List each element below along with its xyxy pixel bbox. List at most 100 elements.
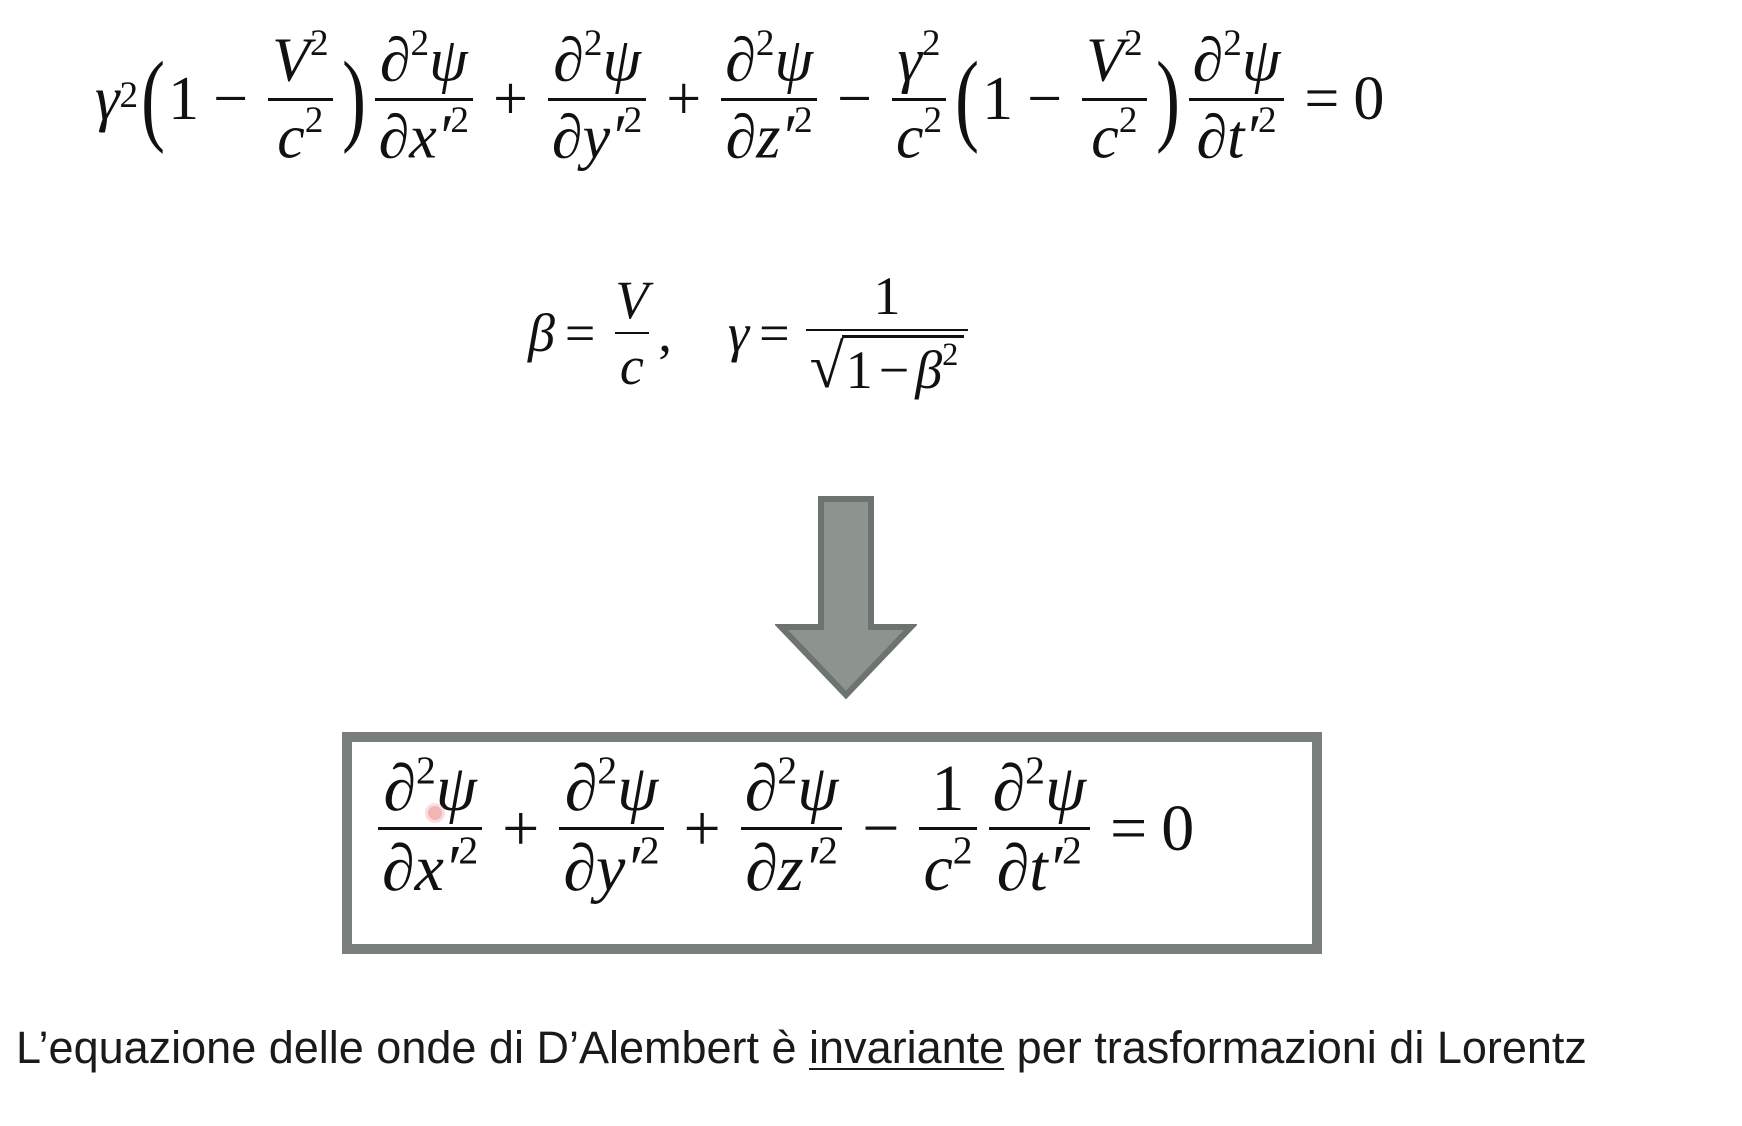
y-exponent: 2 — [623, 100, 643, 142]
partial-symbol: ∂ — [992, 752, 1026, 825]
laser-pointer-dot — [428, 806, 442, 820]
t-exponent: 2 — [1257, 100, 1277, 142]
caption-text: L’equazione delle onde di D’Alembert è i… — [16, 1018, 1716, 1078]
t-prime-symbol: t′ — [1227, 103, 1258, 172]
d2psi-dy2-fraction: ∂2ψ ∂y′2 — [547, 24, 647, 172]
partial-exponent: 2 — [1025, 748, 1045, 793]
equals-sign: = — [1109, 791, 1148, 865]
one-term: 1 — [168, 64, 200, 133]
gamma-exponent: 2 — [119, 75, 139, 117]
psi-symbol: ψ — [1241, 26, 1281, 95]
plus-sign: + — [683, 791, 721, 865]
plus-sign: + — [492, 64, 528, 133]
psi-symbol: ψ — [429, 26, 468, 95]
one-term: 1 — [873, 266, 901, 326]
y-prime-symbol: y′ — [582, 103, 624, 172]
v2-over-c2-fraction: V2 c2 — [268, 24, 333, 172]
gamma-symbol: γ — [727, 303, 750, 364]
c-symbol: c — [895, 103, 924, 172]
zero-term: 0 — [1353, 64, 1385, 133]
partial-symbol: ∂ — [744, 752, 778, 825]
caption-part-before: L’equazione delle onde di D’Alembert è — [16, 1022, 810, 1073]
psi-symbol: ψ — [774, 26, 813, 95]
minus-sign: − — [878, 339, 910, 400]
left-paren: ( — [141, 42, 165, 156]
beta-exponent: 2 — [942, 337, 959, 374]
left-paren: ( — [955, 42, 980, 156]
partial-symbol: ∂ — [1196, 103, 1228, 172]
partial-symbol: ∂ — [725, 26, 756, 95]
d2psi-dz2-fraction: ∂2ψ ∂z′2 — [740, 749, 843, 906]
partial-symbol: ∂ — [1192, 26, 1224, 95]
c-symbol: c — [1091, 103, 1119, 172]
c-exponent: 2 — [304, 100, 324, 142]
v-over-c-fraction: V c — [611, 271, 652, 395]
c-exponent: 2 — [1118, 100, 1138, 142]
partial-exponent: 2 — [415, 748, 436, 793]
partial-exponent: 2 — [583, 23, 603, 65]
z-exponent: 2 — [793, 100, 813, 142]
d2psi-dx2-fraction: ∂2ψ ∂x′2 — [374, 24, 473, 172]
psi-symbol: ψ — [797, 752, 839, 825]
partial-symbol: ∂ — [996, 832, 1030, 906]
d2psi-dt2-fraction: ∂2ψ ∂t′2 — [988, 749, 1090, 906]
partial-symbol: ∂ — [382, 832, 415, 906]
partial-symbol: ∂ — [725, 103, 757, 172]
right-paren: ) — [1155, 42, 1180, 156]
dalembert-wave-equation: ∂2ψ ∂x′2 + ∂2ψ ∂y′2 + ∂2ψ ∂z′2 − 1 c2 ∂2… — [372, 749, 1194, 906]
beta-symbol: β — [528, 303, 555, 364]
partial-exponent: 2 — [410, 23, 430, 65]
v-symbol: V — [272, 26, 310, 95]
partial-symbol: ∂ — [383, 752, 416, 825]
d2psi-dy2-fraction: ∂2ψ ∂y′2 — [559, 749, 664, 906]
v-exponent: 2 — [1123, 23, 1143, 65]
partial-symbol: ∂ — [379, 26, 411, 95]
d2psi-dt2-fraction: ∂2ψ ∂t′2 — [1188, 24, 1285, 172]
caption-part-after: per trasformazioni di Lorentz — [1004, 1022, 1587, 1073]
beta-symbol: β — [915, 339, 943, 400]
equals-sign: = — [759, 303, 790, 364]
partial-exponent: 2 — [755, 23, 775, 65]
radical-sign: √ — [809, 333, 844, 402]
psi-symbol: ψ — [1044, 752, 1086, 825]
beta-gamma-definitions: β = V c , γ = 1 √ 1− β2 — [528, 268, 974, 398]
plus-sign: + — [666, 64, 702, 133]
c-symbol: c — [277, 103, 305, 172]
c-symbol: c — [923, 832, 953, 906]
equals-sign: = — [1304, 64, 1340, 133]
one-term: 1 — [845, 339, 873, 400]
t-prime-symbol: t′ — [1029, 832, 1063, 906]
minus-sign: − — [862, 791, 900, 865]
c-exponent: 2 — [952, 828, 973, 873]
x-prime-symbol: x′ — [414, 832, 459, 906]
psi-symbol: ψ — [602, 26, 641, 95]
result-box — [342, 732, 1322, 954]
plus-sign: + — [502, 791, 540, 865]
partial-exponent: 2 — [597, 748, 618, 793]
partial-symbol: ∂ — [553, 26, 584, 95]
one-over-c2-fraction: 1 c2 — [919, 752, 977, 906]
square-root: √ 1− β2 — [809, 333, 965, 402]
lorentz-factor-fraction: 1 √ 1− β2 — [805, 266, 969, 402]
c-exponent: 2 — [923, 100, 943, 142]
y-prime-symbol: y′ — [596, 832, 640, 906]
partial-exponent: 2 — [777, 748, 798, 793]
v-exponent: 2 — [309, 23, 329, 65]
one-term: 1 — [931, 752, 965, 825]
caption-underlined-word: invariante — [809, 1022, 1005, 1073]
minus-sign: − — [213, 64, 249, 133]
psi-symbol: ψ — [617, 752, 659, 825]
partial-symbol: ∂ — [745, 832, 778, 906]
d2psi-dz2-fraction: ∂2ψ ∂z′2 — [721, 24, 817, 172]
x-prime-symbol: x′ — [409, 103, 451, 172]
z-prime-symbol: z′ — [777, 832, 818, 906]
gamma-exponent: 2 — [921, 23, 941, 65]
gamma2-over-c2-fraction: γ2 c2 — [891, 24, 947, 172]
z-exponent: 2 — [817, 828, 838, 873]
partial-symbol: ∂ — [563, 832, 597, 906]
partial-symbol: ∂ — [551, 103, 583, 172]
partial-exponent: 2 — [1223, 23, 1242, 65]
minus-sign: − — [1027, 64, 1063, 133]
gamma-symbol: γ — [897, 26, 922, 95]
